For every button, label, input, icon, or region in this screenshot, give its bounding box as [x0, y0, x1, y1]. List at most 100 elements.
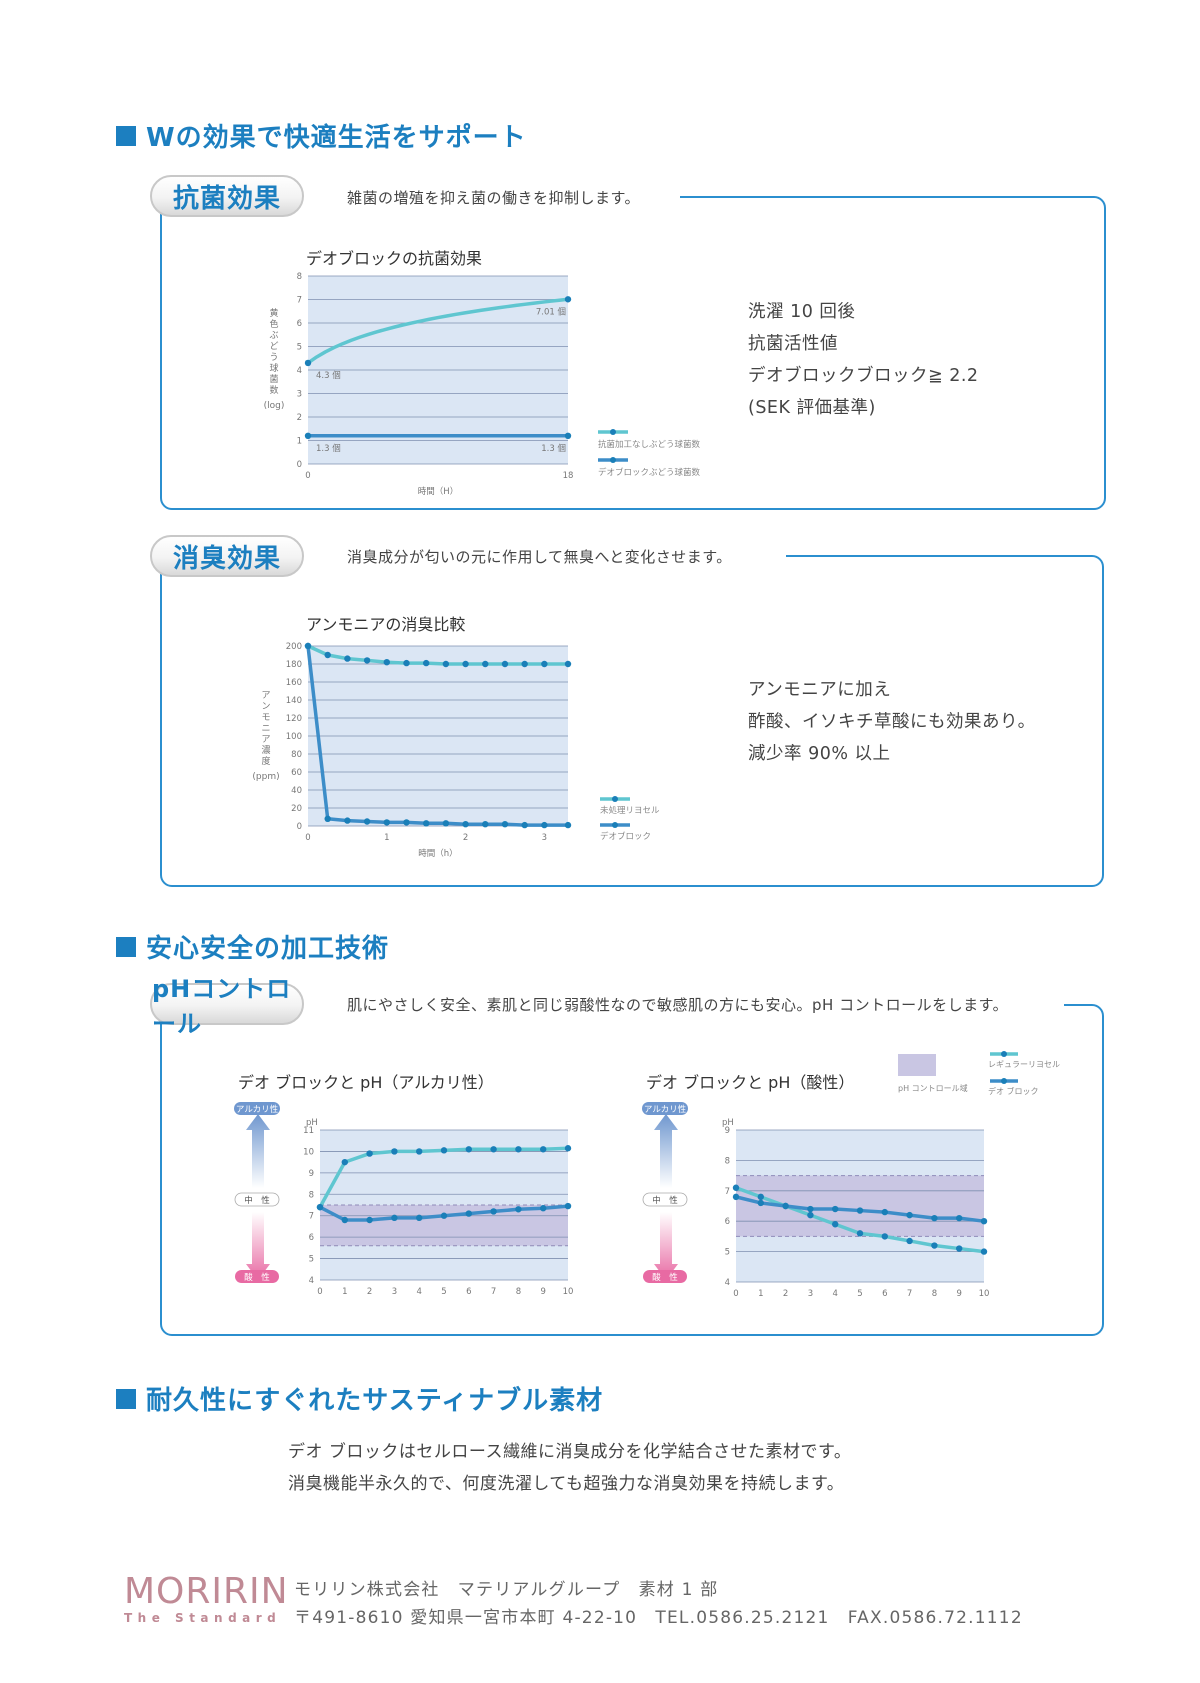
x-tick-label: 1	[384, 833, 389, 843]
y-axis-unit: (log)	[264, 401, 285, 411]
data-point	[490, 1208, 497, 1215]
y-tick-label: 8	[297, 272, 302, 282]
y-tick-label: 3	[297, 390, 302, 400]
ph-desc: 肌にやさしく安全、素肌と同じ弱酸性なので敏感肌の方にも安心。pH コントロールを…	[347, 996, 1009, 1014]
data-label: 4.3 個	[316, 370, 341, 381]
body-line: 消臭機能半永久的で、何度洗濯しても超強力な消臭効果を持続します。	[288, 1474, 845, 1494]
section-heading-w-effect: Wの効果で快適生活をサポート	[116, 117, 527, 154]
data-point	[440, 1147, 448, 1154]
data-point	[980, 1248, 988, 1255]
antibacterial-note: 洗濯 10 回後 抗菌活性値 デオブロックブロック≧ 2.2 (SEK 評価基準…	[748, 296, 979, 424]
legend-label: 未処理リヨセル	[600, 805, 660, 816]
chart-title: デオ ブロックと pH（酸性）	[646, 1073, 855, 1092]
neutral-label: 中 性	[244, 1195, 270, 1206]
y-tick-label: 2	[297, 413, 302, 423]
data-point	[782, 1202, 789, 1210]
x-tick-label: 2	[463, 833, 468, 843]
y-axis-label-char: ア	[261, 691, 270, 701]
data-point	[956, 1214, 963, 1222]
data-point	[442, 820, 450, 827]
y-axis-label-char: 色	[269, 318, 278, 330]
data-point	[422, 820, 430, 827]
y-tick-label: 9	[725, 1126, 730, 1136]
data-point	[906, 1237, 913, 1245]
legend-label: デオ ブロック	[988, 1086, 1039, 1096]
chart-title: アンモニアの消臭比較	[306, 615, 466, 634]
data-point	[881, 1233, 888, 1240]
y-axis-label-char: う	[269, 352, 278, 363]
note-line: (SEK 評価基準)	[748, 398, 876, 418]
y-axis-unit: (ppm)	[252, 772, 279, 782]
y-axis-label-char: モ	[261, 713, 270, 723]
alkaline-arrow-icon	[654, 1114, 678, 1188]
neutral-badge	[642, 1192, 688, 1207]
x-tick-label: 3	[808, 1289, 813, 1299]
data-point	[564, 432, 572, 439]
data-point	[856, 1230, 864, 1237]
alkaline-label: アルカリ性	[644, 1104, 687, 1115]
x-tick-label: 9	[540, 1287, 545, 1297]
logo-tagline: The Standard	[124, 1611, 282, 1625]
data-point	[442, 660, 450, 668]
y-tick-label: 1	[297, 437, 302, 447]
note-line: アンモニアに加え	[748, 680, 892, 700]
acid-badge	[643, 1270, 687, 1283]
legend-marker	[1001, 1051, 1007, 1057]
y-axis-label: pH	[722, 1118, 734, 1128]
y-tick-label: 5	[725, 1248, 730, 1258]
data-point	[540, 1205, 547, 1212]
data-point	[931, 1242, 938, 1249]
x-tick-label: 0	[317, 1287, 322, 1297]
y-tick-label: 10	[303, 1147, 314, 1157]
data-point	[931, 1214, 938, 1222]
y-axis-label-char: ど	[269, 341, 278, 352]
data-point	[564, 660, 572, 668]
data-point	[344, 817, 351, 824]
x-tick-label: 8	[516, 1287, 521, 1297]
data-point	[980, 1218, 988, 1225]
x-axis-label: 時間（h）	[418, 848, 457, 859]
data-point	[341, 1216, 348, 1224]
data-point	[757, 1199, 764, 1207]
section-heading-text: 耐久性にすぐれたサスティナブル素材	[146, 1386, 604, 1416]
y-tick-label: 5	[297, 343, 302, 353]
note-line: 抗菌活性値	[748, 334, 838, 354]
body-line: デオ ブロックはセルロース繊維に消臭成分を化学結合させた素材です。	[288, 1442, 852, 1462]
y-tick-label: 6	[297, 319, 302, 329]
section-heading-text: Wの効果で快適生活をサポート	[146, 123, 527, 153]
x-tick-label: 0	[733, 1289, 738, 1299]
data-point	[564, 821, 572, 829]
series-line	[307, 297, 569, 365]
data-label: 1.3 個	[316, 443, 341, 454]
company-logo: MORIRIN The Standard	[124, 1573, 289, 1626]
x-tick-label: 0	[305, 471, 310, 481]
acid-badge	[235, 1270, 279, 1283]
y-tick-label: 6	[309, 1233, 314, 1243]
y-tick-label: 80	[291, 750, 302, 760]
legend-marker	[612, 796, 618, 802]
y-tick-label: 4	[309, 1276, 314, 1286]
data-point	[363, 818, 371, 825]
durability-body: デオ ブロックはセルロース繊維に消臭成分を化学結合させた素材です。 消臭機能半永…	[288, 1436, 851, 1500]
y-tick-label: 200	[286, 642, 302, 652]
y-tick-label: 120	[286, 714, 302, 724]
data-point	[304, 642, 312, 650]
data-point	[807, 1211, 814, 1219]
y-tick-label: 7	[297, 296, 302, 306]
data-point	[832, 1221, 839, 1228]
acid-arrow-icon	[654, 1212, 678, 1280]
x-tick-label: 2	[783, 1289, 788, 1299]
square-bullet-icon	[116, 125, 136, 146]
data-point	[465, 1146, 472, 1153]
data-point	[541, 660, 548, 668]
data-point	[732, 1193, 740, 1201]
data-point	[462, 660, 469, 668]
series-line	[307, 644, 568, 666]
data-point	[341, 1158, 348, 1166]
chart-title: デオ ブロックと pH（アルカリ性）	[238, 1073, 494, 1092]
data-point	[490, 1146, 497, 1153]
x-tick-label: 7	[491, 1287, 496, 1297]
